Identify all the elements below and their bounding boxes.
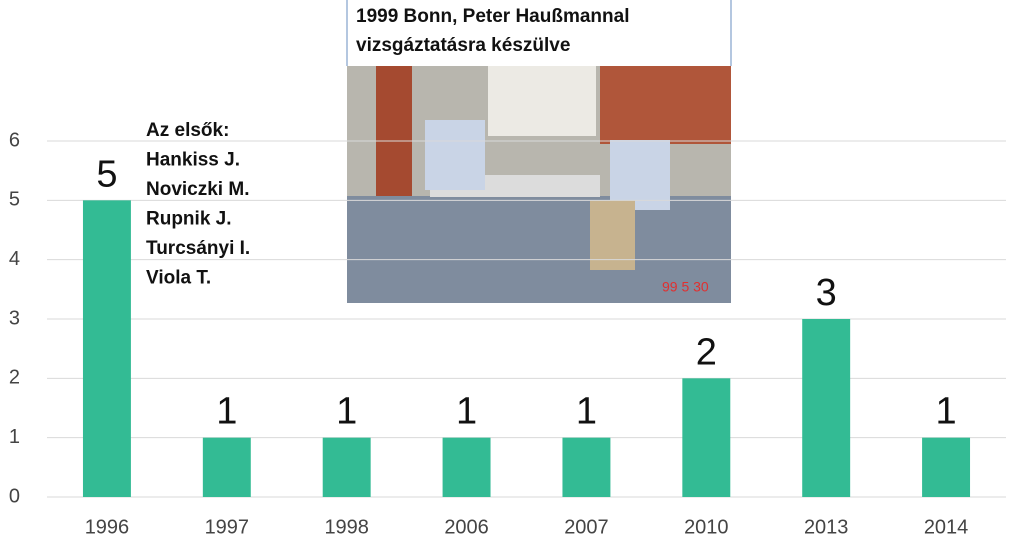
bar: [83, 200, 131, 497]
y-tick-label: 2: [9, 367, 20, 389]
bar: [203, 438, 251, 497]
y-tick-label: 6: [9, 129, 20, 151]
bar: [443, 438, 491, 497]
note-line: Viola T.: [146, 268, 211, 289]
y-tick-label: 3: [9, 307, 20, 329]
photo-person: [610, 140, 670, 210]
photo-person: [425, 120, 485, 190]
note-line: Noviczki M.: [146, 179, 249, 200]
y-tick-label: 1: [9, 426, 20, 448]
x-tick-label: 1997: [205, 516, 250, 538]
x-tick-label: 2010: [684, 516, 729, 538]
value-label: 1: [216, 391, 237, 433]
value-label: 5: [96, 153, 117, 195]
photo-caption: vizsgáztatásra készülve: [356, 35, 570, 56]
x-tick-label: 1998: [324, 516, 369, 538]
bar: [802, 319, 850, 497]
bar: [682, 378, 730, 497]
note-line: Turcsányi I.: [146, 238, 250, 259]
photo-board: [488, 66, 596, 136]
value-label: 1: [336, 391, 357, 433]
value-label: 1: [456, 391, 477, 433]
value-label: 2: [696, 331, 717, 373]
photo-cabinet: [600, 66, 731, 144]
bar: [922, 438, 970, 497]
bar: [562, 438, 610, 497]
value-label: 1: [576, 391, 597, 433]
note-line: Rupnik J.: [146, 209, 232, 230]
x-tick-label: 2014: [924, 516, 969, 538]
bar: [323, 438, 371, 497]
x-tick-label: 2013: [804, 516, 849, 538]
y-tick-label: 5: [9, 189, 20, 211]
value-label: 1: [935, 391, 956, 433]
note-line: Hankiss J.: [146, 150, 240, 171]
x-tick-label: 1996: [85, 516, 130, 538]
y-tick-label: 0: [9, 485, 20, 507]
photo-caption: 1999 Bonn, Peter Haußmannal: [356, 6, 629, 27]
value-label: 3: [816, 272, 837, 314]
photo-stamp: 99 5 30: [662, 279, 709, 295]
photo-door: [376, 66, 412, 196]
x-tick-label: 2007: [564, 516, 609, 538]
x-tick-label: 2006: [444, 516, 489, 538]
note-line: Az elsők:: [146, 120, 229, 141]
chart: 99 5 30 0 1 2 3 4 5 6 1996 5 1997 1 1998 1 2006 1 2007 1…: [0, 0, 1012, 543]
y-tick-label: 4: [9, 248, 20, 270]
